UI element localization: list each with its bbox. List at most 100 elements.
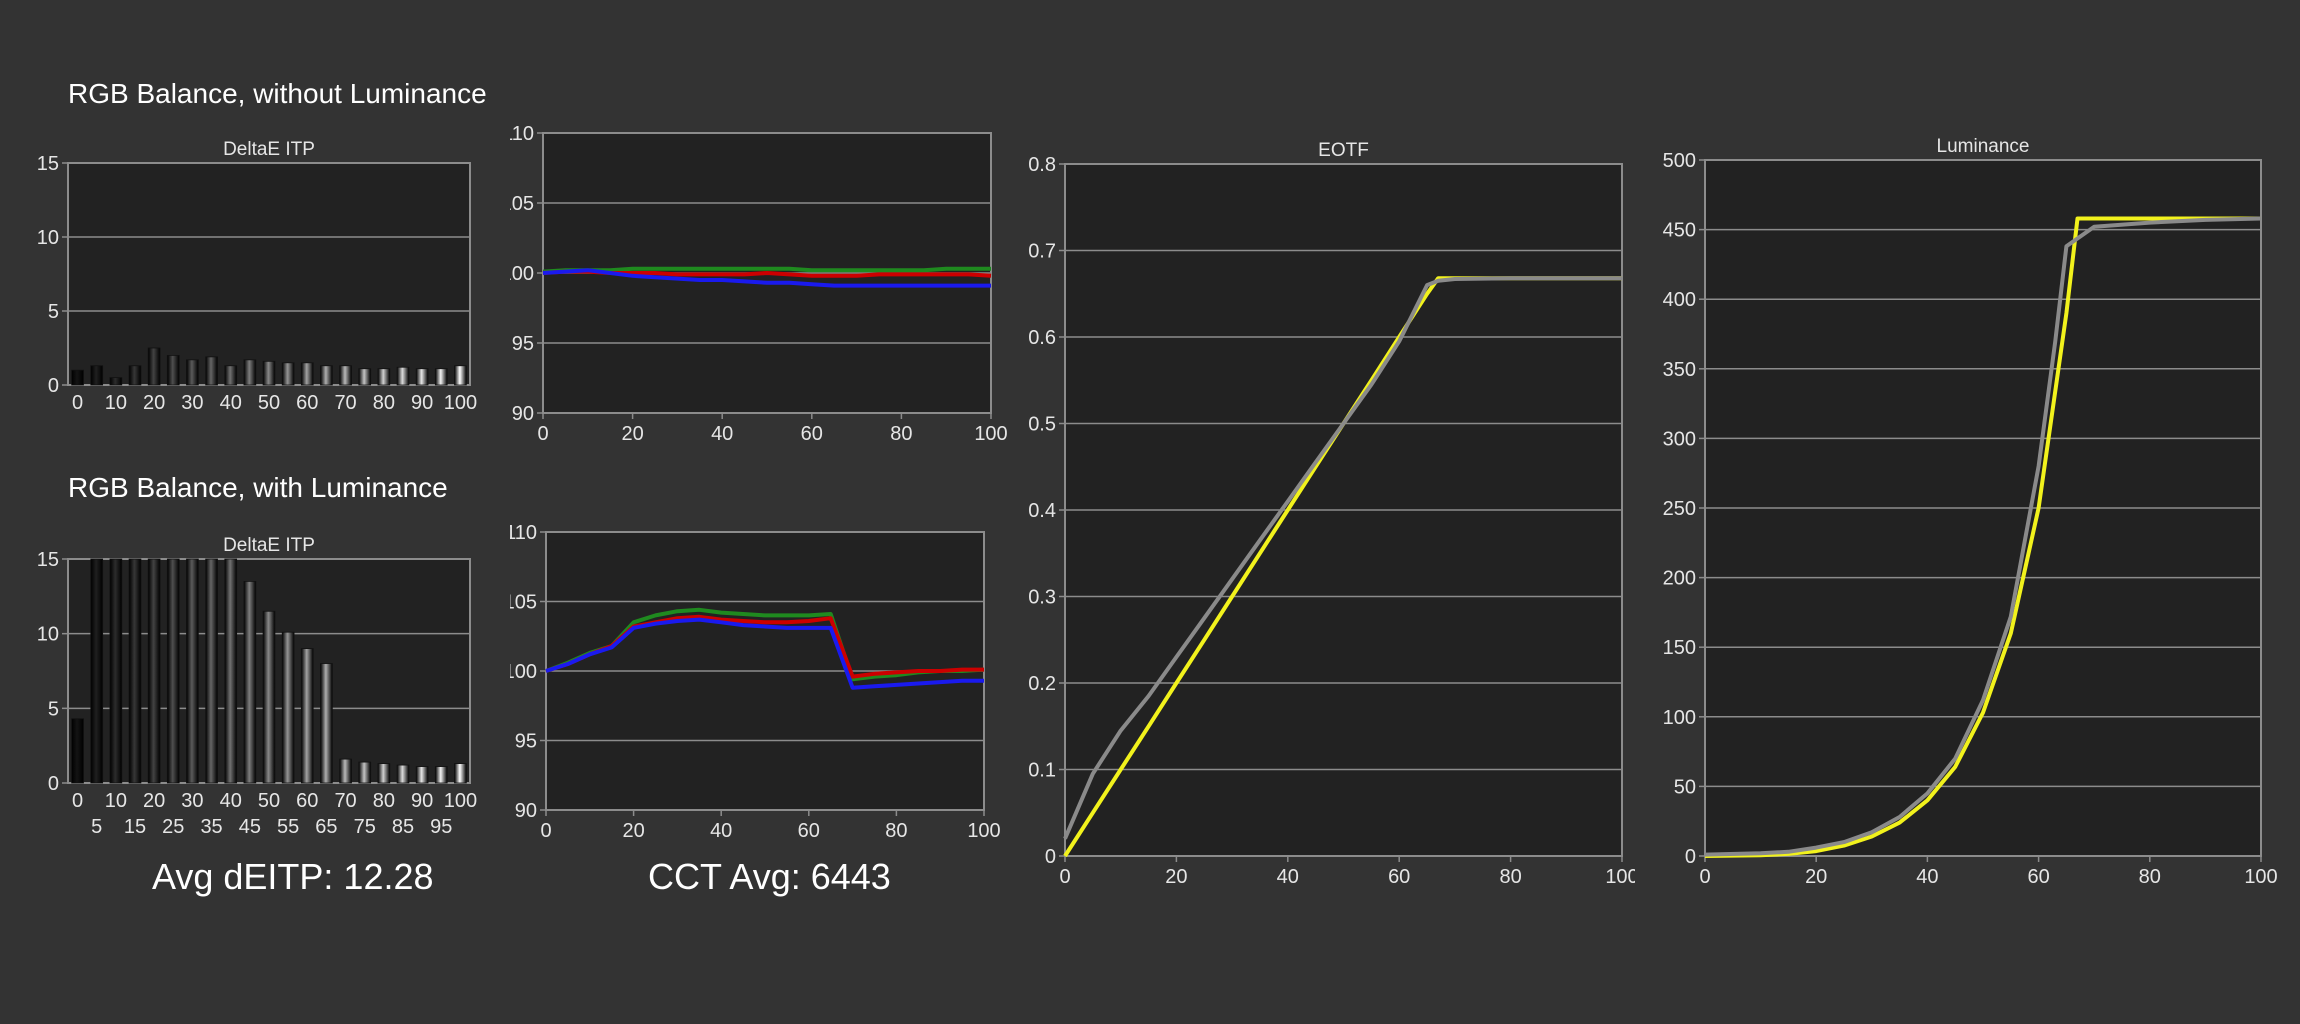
luminance-chart: 0 50 100 150 200 250 300 350 400 450 500 Luminance 0… xyxy=(1663,136,2278,888)
bar xyxy=(147,558,161,784)
y-tick-label: 100 xyxy=(510,263,534,285)
y-tick-label: 105 xyxy=(510,592,537,614)
y-tick-label: 0.6 xyxy=(1028,327,1056,349)
series-line-blue xyxy=(542,268,991,288)
bar xyxy=(166,354,180,386)
y-tick-label: 110 xyxy=(510,522,537,544)
y-tick-label: 300 xyxy=(1663,428,1696,450)
chart-title: DeltaE ITP xyxy=(223,535,315,556)
eotf-chart: 0 0.1 0.2 0.3 0.4 0.5 0.6 0.7 0.8 EOTF 0 20 40 60 80 10… xyxy=(1028,140,1635,888)
y-tick-label: 0.5 xyxy=(1028,414,1056,436)
bar xyxy=(128,365,142,386)
x-tick-label: 90 xyxy=(411,392,433,414)
x-tick-label: 0 xyxy=(1699,866,1710,888)
y-tick-label: 400 xyxy=(1663,289,1696,311)
x-tick-label: 10 xyxy=(105,790,127,812)
plot-border xyxy=(1704,159,2262,857)
x-tick-label: 100 xyxy=(974,423,1007,440)
x-tick-label: 20 xyxy=(143,392,165,414)
avg-deitp-readout: Avg dEITP: 12.28 xyxy=(152,856,434,897)
x-tick-label: 100 xyxy=(1605,866,1635,888)
bar xyxy=(166,558,180,784)
bar xyxy=(396,366,410,386)
x-tick-label: 75 xyxy=(354,816,376,835)
x-tick-label: 60 xyxy=(1388,866,1410,888)
bar xyxy=(90,558,104,784)
x-tick-label: 10 xyxy=(105,392,127,414)
y-tick-label: 0.3 xyxy=(1028,587,1056,609)
chart-title: DeltaE ITP xyxy=(223,139,315,160)
x-tick-label: 45 xyxy=(239,816,261,835)
x-tick-label: 95 xyxy=(430,418,452,420)
bar xyxy=(358,368,372,386)
x-tick-label: 35 xyxy=(200,418,222,420)
x-tick-label: 5 xyxy=(91,816,102,835)
x-tick-label: 60 xyxy=(798,820,820,842)
bar xyxy=(320,663,333,784)
x-tick-label: 70 xyxy=(334,790,356,812)
chart-title: EOTF xyxy=(1318,140,1369,161)
y-tick-label: 150 xyxy=(1663,637,1696,659)
bar xyxy=(205,356,218,386)
x-tick-label: 60 xyxy=(296,392,318,414)
y-tick-label: 450 xyxy=(1663,220,1696,242)
x-tick-label: 15 xyxy=(124,816,146,835)
deltae-itp-chart-without-luminance: 0 5 10 15 DeltaE ITP 0 5 10 15 20 25 30 35 40 45 50 55 60… xyxy=(37,139,477,420)
bar xyxy=(186,558,199,784)
x-tick-label: 100 xyxy=(2244,866,2277,888)
bar xyxy=(396,764,410,784)
x-tick-label: 5 xyxy=(91,418,102,420)
x-tick-label: 20 xyxy=(622,820,644,842)
bar xyxy=(71,718,84,784)
bar xyxy=(224,558,238,784)
x-tick-label: 65 xyxy=(315,418,337,420)
y-tick-label: 0 xyxy=(48,773,59,795)
y-tick-label: 250 xyxy=(1663,498,1696,520)
x-tick-label: 20 xyxy=(143,790,165,812)
x-tick-label: 20 xyxy=(1165,866,1187,888)
series-line-target xyxy=(1704,216,2261,858)
bar xyxy=(109,558,123,784)
x-tick-label: 80 xyxy=(885,820,907,842)
y-tick-label: 15 xyxy=(37,549,59,571)
bar xyxy=(339,758,352,784)
x-tick-label: 25 xyxy=(162,418,184,420)
x-tick-label: 35 xyxy=(200,816,222,835)
y-tick-label: 95 xyxy=(515,731,537,753)
chart-title: Luminance xyxy=(1937,136,2030,157)
x-tick-label: 15 xyxy=(124,418,146,420)
bar xyxy=(320,365,333,386)
y-tick-label: 10 xyxy=(37,227,59,249)
bar xyxy=(377,368,391,386)
y-tick-label: 0.4 xyxy=(1028,500,1056,522)
x-tick-label: 40 xyxy=(220,392,242,414)
x-tick-label: 100 xyxy=(967,820,1000,842)
bar xyxy=(147,347,161,386)
y-tick-label: 0 xyxy=(1045,846,1056,868)
rgb-balance-chart-without-luminance: 90 95 100 105 110 0 20 40 60 80 100 xyxy=(510,123,1008,440)
bar xyxy=(415,766,429,784)
x-tick-label: 70 xyxy=(334,392,356,414)
x-tick-label: 25 xyxy=(162,816,184,835)
x-tick-label: 55 xyxy=(277,418,299,420)
x-tick-label: 50 xyxy=(258,392,280,414)
x-tick-label: 80 xyxy=(373,790,395,812)
y-tick-label: 350 xyxy=(1663,359,1696,381)
bar xyxy=(224,365,238,386)
bar xyxy=(243,581,257,784)
cct-avg-readout: CCT Avg: 6443 xyxy=(648,856,891,897)
x-tick-label: 55 xyxy=(277,816,299,835)
x-tick-label: 0 xyxy=(540,820,551,842)
x-tick-label: 0 xyxy=(72,790,83,812)
x-tick-label: 80 xyxy=(2139,866,2161,888)
bar xyxy=(415,368,429,386)
x-tick-label: 90 xyxy=(411,790,433,812)
y-tick-label: 5 xyxy=(48,698,59,720)
x-tick-label: 60 xyxy=(2027,866,2049,888)
bar xyxy=(205,558,218,784)
series-line-green xyxy=(542,266,991,274)
x-tick-label: 40 xyxy=(1277,866,1299,888)
bar xyxy=(186,359,199,386)
